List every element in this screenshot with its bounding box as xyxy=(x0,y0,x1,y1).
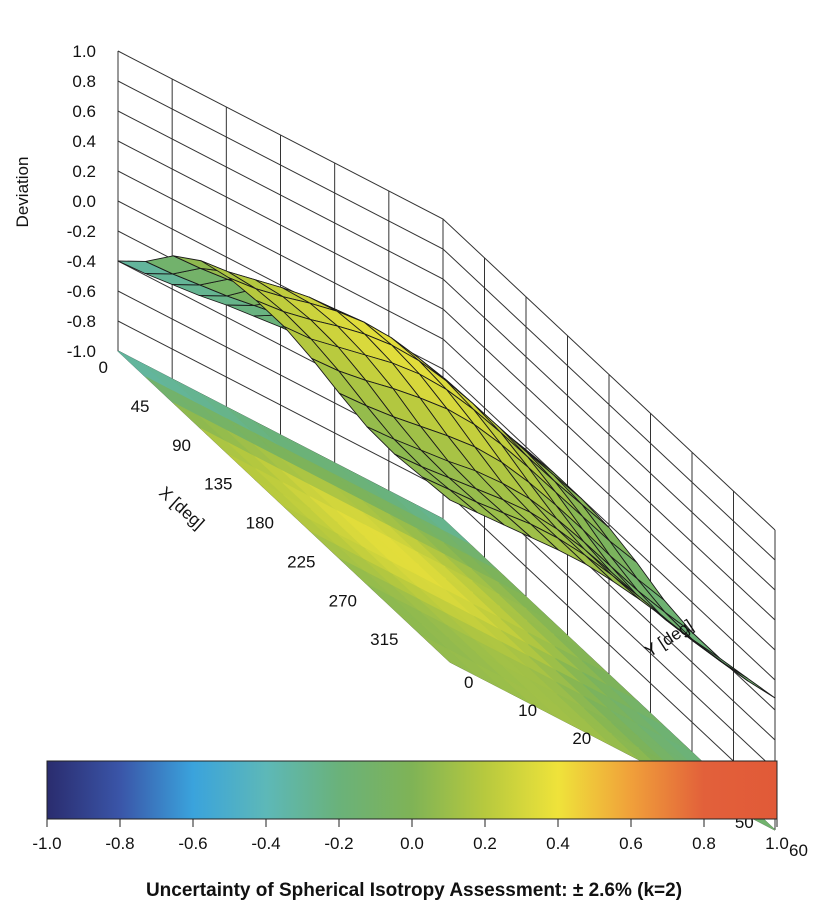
z-tick-7: -0.4 xyxy=(67,252,96,271)
y-tick-0: 0 xyxy=(464,673,473,692)
z-tick-3: 0.4 xyxy=(72,132,96,151)
floor-cell-0-0 xyxy=(117,350,174,392)
z-axis-title: Deviation xyxy=(13,157,32,228)
colorbar-tick-4: -0.2 xyxy=(324,834,353,853)
z-tick-5: 0.0 xyxy=(72,192,96,211)
x-tick-7: 315 xyxy=(370,630,398,649)
floor-contour xyxy=(117,350,776,831)
z-tick-4: 0.2 xyxy=(72,162,96,181)
x-tick-1: 45 xyxy=(131,397,150,416)
z-tick-6: -0.2 xyxy=(67,222,96,241)
colorbar-tick-8: 0.6 xyxy=(619,834,643,853)
colorbar-bar xyxy=(46,760,778,820)
z-tick-1: 0.8 xyxy=(72,72,96,91)
colorbar-tick-9: 0.8 xyxy=(692,834,716,853)
colorbar-tick-3: -0.4 xyxy=(251,834,280,853)
colorbar-tick-7: 0.4 xyxy=(546,834,570,853)
axis-ticks: 1.00.80.60.40.20.0-0.2-0.4-0.6-0.8-1.004… xyxy=(67,42,808,860)
z-tick-10: -1.0 xyxy=(67,342,96,361)
x-axis-title: X [deg] xyxy=(155,483,208,533)
x-tick-4: 180 xyxy=(246,514,274,533)
y-tick-1: 10 xyxy=(518,701,537,720)
deviation-surface xyxy=(117,255,776,699)
colorbar-tick-2: -0.6 xyxy=(178,834,207,853)
x-tick-3: 135 xyxy=(204,475,232,494)
colorbar-tick-0: -1.0 xyxy=(32,834,61,853)
wall-gridline-z-7 xyxy=(117,260,776,741)
wall-gridline-z-2 xyxy=(117,110,776,591)
x-tick-2: 90 xyxy=(172,436,191,455)
colorbar-tick-10: 1.0 xyxy=(765,834,789,853)
z-tick-9: -0.8 xyxy=(67,312,96,331)
colorbar-tick-5: 0.0 xyxy=(400,834,424,853)
z-tick-8: -0.6 xyxy=(67,282,96,301)
y-tick-2: 20 xyxy=(572,729,591,748)
x-tick-0: 0 xyxy=(99,358,108,377)
surface-cell-10-11 xyxy=(692,639,748,679)
colorbar-tick-6: 0.2 xyxy=(473,834,497,853)
colorbar: -1.0 -0.8 -0.6 -0.4 -0.2 0.0 0.2 0.4 0.6 0.8 1.0 xyxy=(32,760,789,853)
colorbar-tick-1: -0.8 xyxy=(105,834,134,853)
y-tick-6: 60 xyxy=(789,841,808,860)
chart-caption: Uncertainty of Spherical Isotropy Assess… xyxy=(146,880,682,901)
x-tick-6: 270 xyxy=(329,591,357,610)
z-tick-0: 1.0 xyxy=(72,42,96,61)
z-tick-2: 0.6 xyxy=(72,102,96,121)
surface-cell-11-0 xyxy=(421,476,478,513)
x-tick-5: 225 xyxy=(287,552,315,571)
